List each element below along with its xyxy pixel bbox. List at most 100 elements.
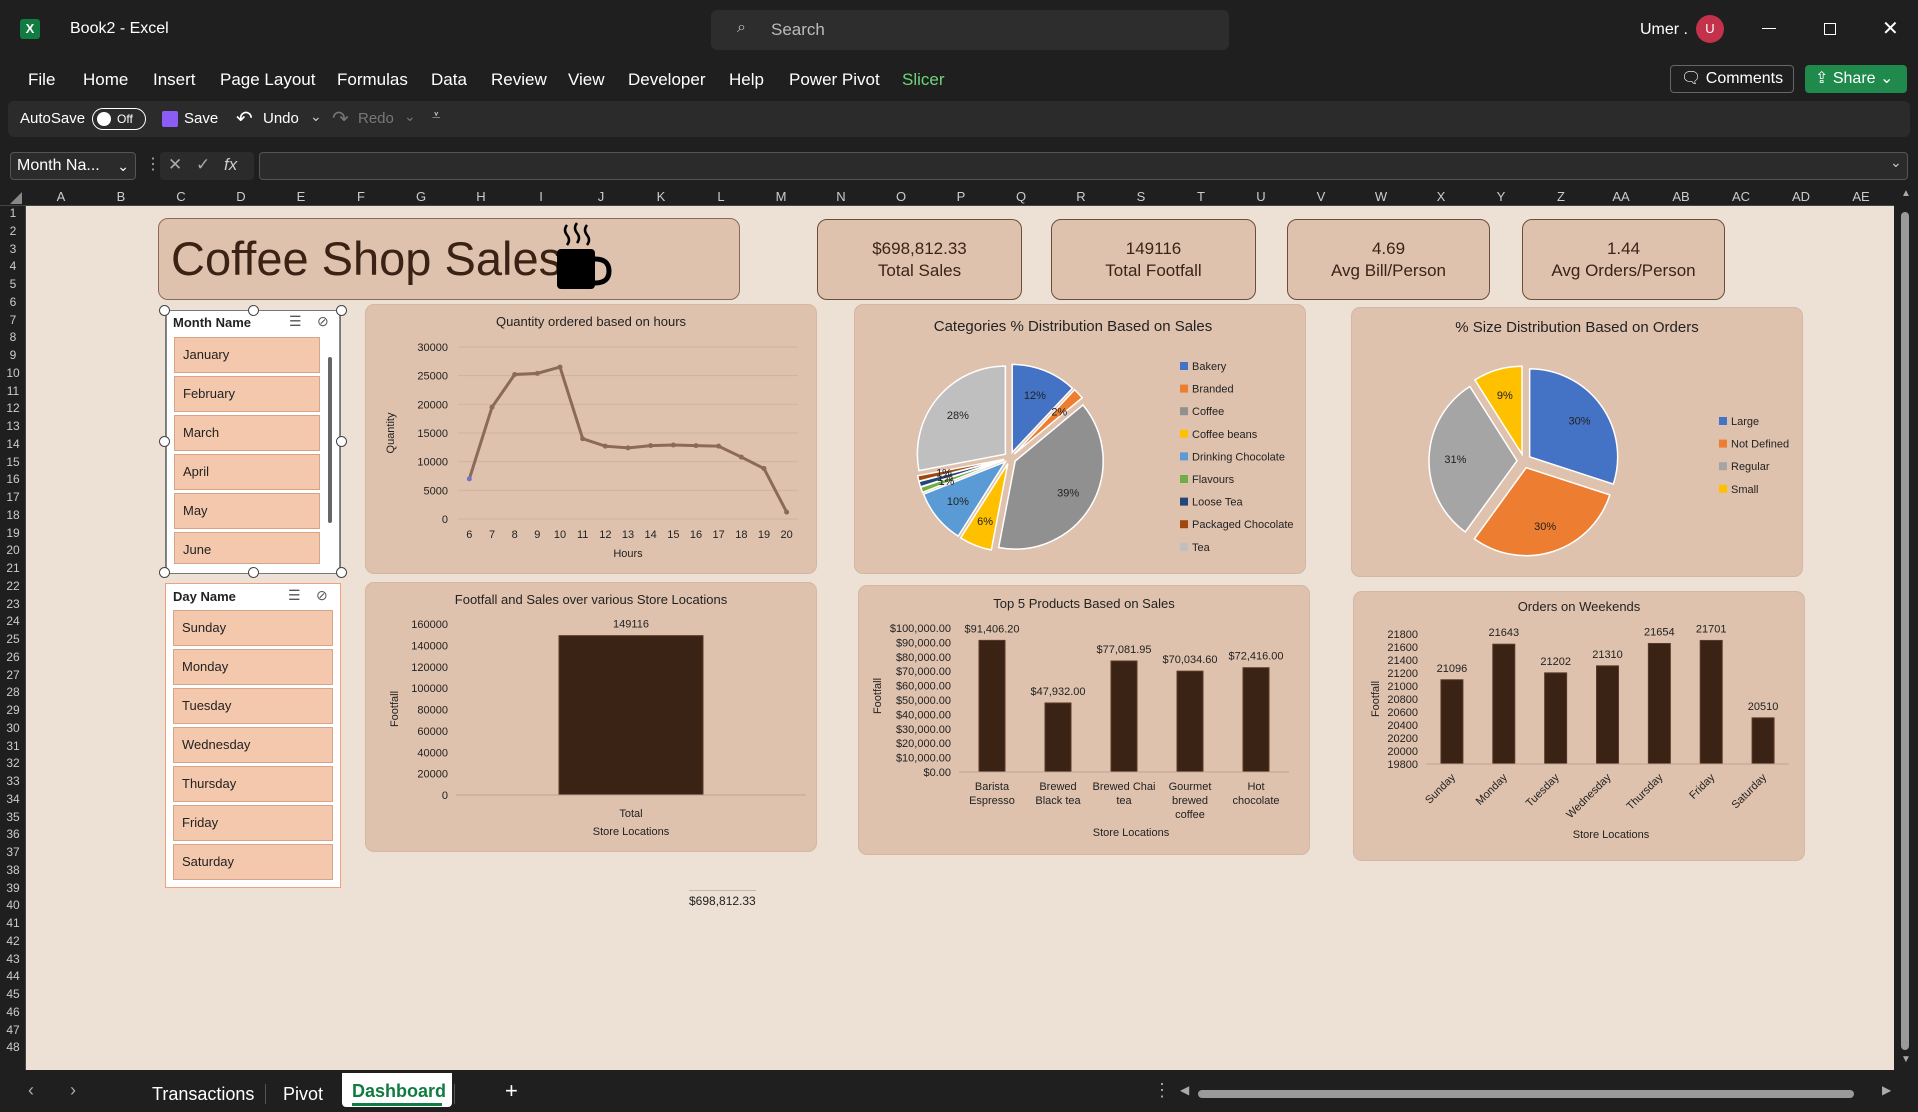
row-header-48[interactable]: 48 [6,1040,20,1055]
chart-hours[interactable]: Quantity ordered based on hours 0 5000 1000… [366,305,816,573]
column-header-g[interactable]: G [415,189,427,204]
prev-sheet-icon[interactable]: ‹ [28,1080,34,1100]
row-header-40[interactable]: 40 [6,898,20,913]
row-header-25[interactable]: 25 [6,632,20,646]
more-icon[interactable]: ⋮ [145,156,161,173]
column-header-o[interactable]: O [895,189,907,204]
column-header-a[interactable]: A [56,189,66,204]
resize-handle[interactable] [159,436,170,447]
slicer-item[interactable]: January [174,337,320,373]
enter-icon[interactable]: ✓ [196,155,211,174]
tab-view[interactable]: View [568,70,605,89]
resize-handle[interactable] [159,305,170,316]
multi-select-icon[interactable]: ☰ [289,313,302,329]
formula-input[interactable] [259,152,1908,180]
tab-home[interactable]: Home [83,70,129,89]
share-button[interactable]: ⇪ Share ⌄ [1805,65,1907,93]
slicer-item[interactable]: Wednesday [173,727,333,763]
column-header-n[interactable]: N [836,189,846,204]
sheet-options-icon[interactable]: ⋮ [1153,1080,1171,1100]
row-header-29[interactable]: 29 [6,703,20,717]
row-header-8[interactable]: 8 [9,330,17,345]
column-header-e[interactable]: E [296,189,306,204]
column-header-ab[interactable]: AB [1672,189,1690,204]
row-header-7[interactable]: 7 [9,312,17,327]
column-header-w[interactable]: W [1374,189,1388,204]
scroll-down-icon[interactable]: ▼ [1901,1054,1911,1065]
minimize-icon[interactable] [1762,28,1776,29]
close-icon[interactable]: ✕ [1882,18,1899,40]
tab-developer[interactable]: Developer [628,70,706,89]
column-header-q[interactable]: Q [1015,189,1027,204]
row-header-26[interactable]: 26 [6,649,20,664]
tab-help[interactable]: Help [729,70,764,89]
row-header-38[interactable]: 38 [6,862,20,877]
slicer-item[interactable]: March [174,415,320,451]
undo-dropdown-icon[interactable]: ⌄ [310,108,322,124]
row-header-21[interactable]: 21 [6,561,20,575]
slicer-item[interactable]: Sunday [173,610,333,646]
row-header-27[interactable]: 27 [6,667,20,682]
resize-handle[interactable] [248,567,259,578]
row-header-47[interactable]: 47 [6,1022,20,1037]
name-box[interactable]: Month Na... ⌄ [10,152,136,180]
scroll-thumb[interactable] [1901,212,1909,1050]
tab-data[interactable]: Data [431,70,467,89]
slicer-item[interactable]: May [174,493,320,529]
undo-icon[interactable]: ↶ [236,108,253,130]
column-header-aa[interactable]: AA [1612,189,1630,204]
row-header-35[interactable]: 35 [6,809,20,824]
row-header-10[interactable]: 10 [6,365,20,380]
row-header-23[interactable]: 23 [6,596,20,611]
row-header-45[interactable]: 45 [6,987,20,1001]
row-header-30[interactable]: 30 [6,720,20,735]
row-header-9[interactable]: 9 [9,348,17,362]
expand-formula-icon[interactable]: ⌄ [1890,154,1902,170]
column-header-d[interactable]: D [236,189,246,204]
clear-filter-icon[interactable]: ⊘ [316,587,328,603]
row-header-34[interactable]: 34 [6,791,20,806]
resize-handle[interactable] [248,305,259,316]
column-header-m[interactable]: M [775,189,787,204]
tab-dashboard-active[interactable]: Dashboard [342,1073,452,1107]
row-header-24[interactable]: 24 [6,614,20,629]
slicer-scrollbar[interactable] [328,357,332,523]
tab-review[interactable]: Review [491,70,547,89]
column-header-ae[interactable]: AE [1852,189,1870,204]
row-header-20[interactable]: 20 [6,543,20,558]
column-header-j[interactable]: J [597,189,605,204]
row-header-44[interactable]: 44 [6,969,20,984]
row-header-14[interactable]: 14 [6,436,20,451]
row-header-6[interactable]: 6 [9,294,17,309]
chart-top-products[interactable]: Top 5 Products Based on Sales $0.00 $10,00… [859,586,1309,854]
row-header-42[interactable]: 42 [6,933,20,948]
resize-handle[interactable] [159,567,170,578]
avatar[interactable]: U [1696,15,1724,43]
row-header-12[interactable]: 12 [6,401,20,416]
resize-handle[interactable] [336,436,347,447]
slicer-item[interactable]: Saturday [173,844,333,880]
row-header-4[interactable]: 4 [9,259,17,274]
column-header-y[interactable]: Y [1496,189,1506,204]
loose-cell-value[interactable]: $698,812.33 [689,890,756,908]
row-header-2[interactable]: 2 [9,223,17,238]
worksheet-grid[interactable]: Coffee Shop Sales $698,812.33 Total Sale… [26,206,1894,1070]
column-header-c[interactable]: C [176,189,186,204]
column-header-t[interactable]: T [1197,189,1205,204]
clear-filter-icon[interactable]: ⊘ [317,313,329,329]
column-header-u[interactable]: U [1256,189,1266,204]
slicer-item[interactable]: Thursday [173,766,333,802]
column-header-r[interactable]: R [1076,189,1086,204]
row-header-36[interactable]: 36 [6,827,20,842]
column-header-x[interactable]: X [1436,189,1446,204]
column-header-l[interactable]: L [717,189,725,204]
tab-power-pivot[interactable]: Power Pivot [789,70,880,89]
resize-handle[interactable] [336,567,347,578]
horizontal-scroll-thumb[interactable] [1198,1090,1854,1098]
comments-button[interactable]: 🗨 Comments [1670,65,1794,93]
row-header-15[interactable]: 15 [6,454,20,469]
scroll-up-icon[interactable]: ▲ [1901,188,1911,199]
vertical-scrollbar[interactable]: ▲ ▼ [1894,188,1918,1070]
row-header-17[interactable]: 17 [6,490,20,504]
user-name[interactable]: Umer . [1640,21,1688,38]
